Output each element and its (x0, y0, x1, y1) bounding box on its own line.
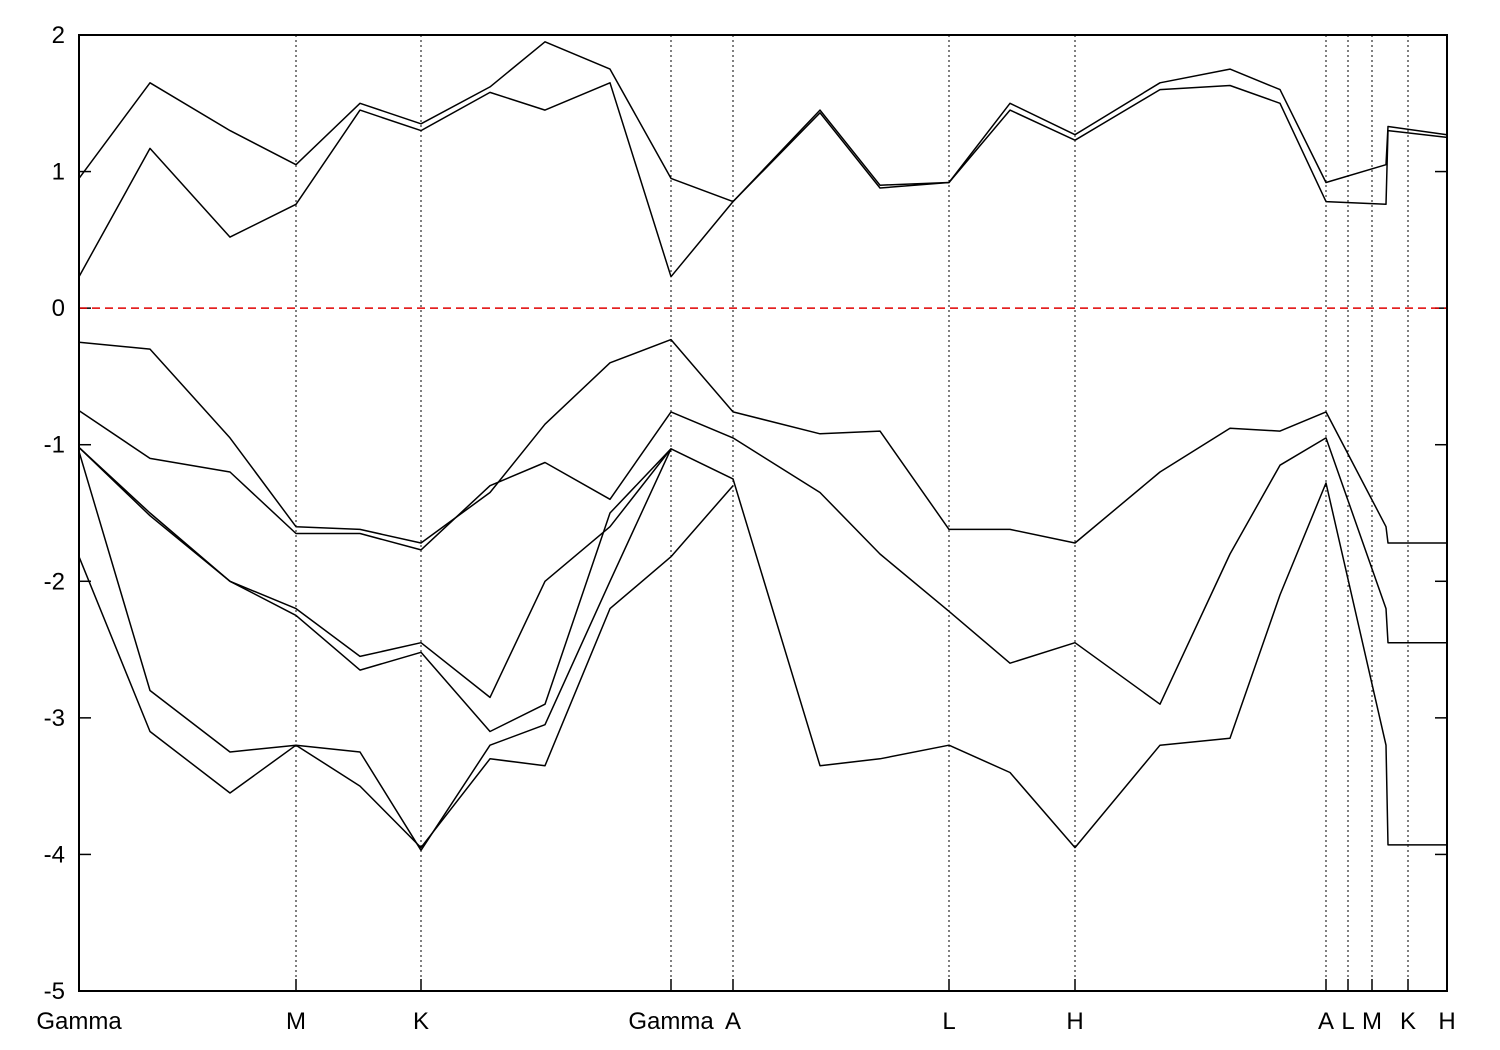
x-tick-label: H (1066, 1008, 1083, 1035)
band-line (78, 446, 1447, 849)
x-tick-label: M (286, 1008, 306, 1035)
x-tick-label: L (942, 1008, 955, 1035)
y-tick-label: -4 (44, 841, 65, 868)
y-tick-label: -1 (44, 432, 65, 459)
x-tick-label: M (1362, 1008, 1382, 1035)
y-tick-label: 0 (52, 295, 65, 322)
y-tick-label: -5 (44, 978, 65, 1005)
band-line (78, 82, 1448, 278)
plot-area (79, 35, 1447, 991)
x-tick-label: L (1341, 1008, 1354, 1035)
band-line (78, 448, 672, 852)
x-tick-label: K (1400, 1008, 1416, 1035)
band-line (78, 338, 1447, 544)
plot-frame (78, 34, 1448, 992)
band-line (78, 409, 1447, 705)
x-tick-label: K (413, 1008, 429, 1035)
y-tick-label: 1 (52, 159, 65, 186)
band-line (78, 41, 1448, 203)
x-tick-label: H (1438, 1008, 1455, 1035)
y-tick-label: -3 (44, 705, 65, 732)
x-tick-label: Gamma (36, 1008, 122, 1035)
band-line (78, 446, 672, 733)
x-tick-label: Gamma (628, 1008, 714, 1035)
band-line (78, 451, 734, 849)
x-tick-label: A (725, 1008, 741, 1035)
y-tick-label: 2 (52, 22, 65, 49)
y-tick-label: -2 (44, 568, 65, 595)
x-tick-label: A (1318, 1008, 1334, 1035)
